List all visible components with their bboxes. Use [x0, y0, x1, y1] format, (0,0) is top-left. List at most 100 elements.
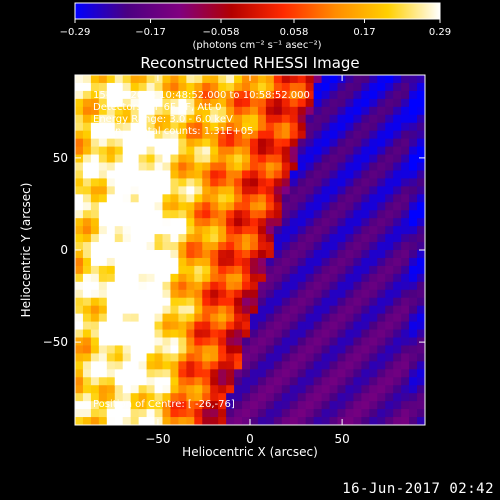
heatmap-cell [234, 75, 243, 84]
heatmap-cell [273, 257, 283, 267]
heatmap-cell [122, 146, 132, 156]
heatmap-cell [75, 361, 84, 370]
heatmap-cell [114, 242, 124, 251]
heatmap-cell [234, 369, 243, 378]
heatmap-cell [98, 313, 108, 323]
heatmap-cell [98, 250, 108, 259]
heatmap-cell [265, 98, 275, 108]
heatmap-cell [250, 194, 259, 203]
heatmap-cell [114, 75, 124, 84]
heatmap-cell [353, 242, 362, 251]
heatmap-cell [242, 313, 251, 323]
heatmap-cell [377, 170, 386, 180]
heatmap-cell [417, 202, 425, 211]
heatmap-cell [401, 353, 410, 362]
heatmap-cell [297, 194, 307, 203]
heatmap-cell [242, 218, 251, 227]
heatmap-cell [250, 289, 259, 299]
heatmap-cell [417, 98, 425, 108]
heatmap-cell [90, 98, 100, 108]
heatmap-cell [202, 289, 211, 299]
heatmap-cell [226, 305, 235, 315]
heatmap-cell [345, 154, 355, 164]
heatmap-cell [273, 265, 283, 275]
heatmap-cell [90, 369, 100, 378]
heatmap-cell [281, 114, 291, 124]
heatmap-cell [305, 345, 315, 355]
heatmap-cell [409, 138, 418, 148]
heatmap-cell [257, 186, 267, 195]
heatmap-cell [210, 170, 219, 180]
heatmap-cell [329, 186, 339, 195]
heatmap-cell [329, 337, 339, 347]
heatmap-cell [385, 146, 394, 156]
heatmap-cell [353, 257, 362, 267]
heatmap-cell [130, 329, 140, 339]
heatmap-cell [226, 154, 235, 164]
heatmap-cell [162, 146, 172, 156]
heatmap-cell [289, 337, 299, 347]
heatmap-cell [186, 226, 195, 235]
heatmap-cell [234, 353, 243, 362]
heatmap-cell [417, 321, 425, 331]
heatmap-cell [178, 337, 187, 347]
heatmap-cell [178, 353, 187, 362]
heatmap-cell [162, 257, 172, 267]
heatmap-cell [337, 82, 347, 92]
heatmap-cell [234, 210, 243, 219]
heatmap-cell [417, 138, 425, 148]
heatmap-cell [138, 369, 148, 378]
heatmap-cell [226, 265, 235, 275]
heatmap-cell [82, 305, 92, 315]
heatmap-cell [321, 170, 331, 180]
heatmap-cell [369, 305, 378, 315]
heatmap-cell [393, 353, 402, 362]
heatmap-cell [345, 75, 355, 84]
heatmap-cell [130, 281, 140, 291]
heatmap-cell [218, 273, 227, 283]
heatmap-cell [146, 75, 156, 84]
x-tick-label: 0 [246, 432, 254, 446]
heatmap-cell [154, 305, 164, 315]
heatmap-cell [393, 345, 402, 355]
heatmap-cell [210, 289, 219, 299]
heatmap-cell [242, 369, 251, 378]
heatmap-cell [417, 82, 425, 92]
heatmap-cell [106, 297, 116, 307]
heatmap-cell [75, 162, 84, 172]
heatmap-cell [162, 202, 172, 211]
heatmap-cell [178, 202, 187, 211]
heatmap-cell [409, 297, 418, 307]
heatmap-cell [321, 122, 331, 132]
heatmap-cell [393, 281, 402, 291]
heatmap-cell [281, 138, 291, 148]
heatmap-cell [313, 377, 323, 386]
heatmap-cell [250, 409, 259, 418]
heatmap-cell [234, 218, 243, 227]
heatmap-cell [273, 321, 283, 331]
heatmap-cell [409, 417, 418, 425]
heatmap-cell [242, 170, 251, 180]
heatmap-cell [265, 130, 275, 140]
heatmap-cell [321, 281, 331, 291]
heatmap-cell [321, 337, 331, 347]
heatmap-cell [289, 178, 299, 187]
heatmap-cell [265, 90, 275, 100]
heatmap-cell [122, 162, 132, 172]
heatmap-cell [289, 122, 299, 132]
heatmap-cell [186, 194, 195, 203]
heatmap-cell [122, 114, 132, 124]
heatmap-cell [210, 146, 219, 156]
heatmap-cell [257, 210, 267, 219]
heatmap-cell [130, 369, 140, 378]
heatmap-cell [82, 146, 92, 156]
heatmap-cell [242, 242, 251, 251]
heatmap-cell [257, 218, 267, 227]
heatmap-cell [194, 329, 203, 339]
heatmap-cell [122, 178, 132, 187]
heatmap-cell [146, 337, 156, 347]
heatmap-cell [98, 361, 108, 370]
heatmap-cell [289, 289, 299, 299]
heatmap-cell [313, 210, 323, 219]
heatmap-cell [234, 226, 243, 235]
